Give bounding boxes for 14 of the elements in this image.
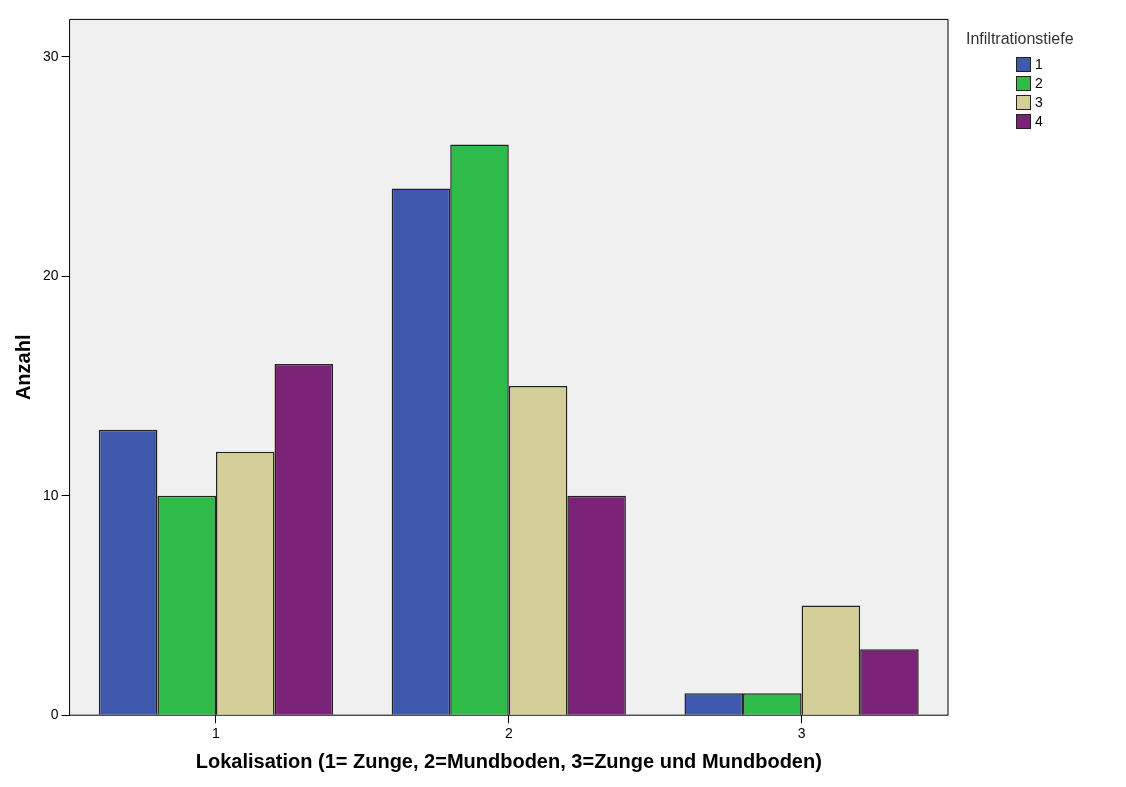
legend-label: 1 — [1035, 56, 1043, 72]
y-tick-label: 20 — [42, 267, 59, 284]
legend-label: 4 — [1035, 113, 1043, 129]
legend-label: 3 — [1035, 94, 1043, 110]
x-tick-label: 3 — [797, 725, 806, 742]
x-tick-label: 1 — [212, 725, 221, 742]
legend-title: Infiltrationstiefe — [966, 30, 1074, 48]
y-tick-label: 30 — [42, 47, 59, 64]
y-tick-label: 10 — [42, 486, 59, 503]
x-axis-title: Lokalisation (1= Zunge, 2=Mundboden, 3=Zunge und Mundboden) — [195, 749, 822, 772]
legend-label: 2 — [1035, 75, 1043, 91]
y-tick-label: 0 — [50, 706, 59, 723]
y-axis-title: Anzahl — [11, 334, 34, 401]
x-tick-label: 2 — [504, 725, 513, 742]
